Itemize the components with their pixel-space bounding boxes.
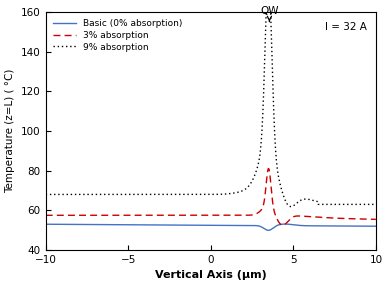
3% absorption [374,218,378,221]
3% absorption [266,167,271,170]
3% absorption [103,214,108,217]
9% absorption [374,203,378,206]
Basic (0% absorption) [283,223,288,226]
Text: I = 32 A: I = 32 A [325,22,367,32]
Basic (0% absorption) [43,223,48,226]
Text: QW: QW [260,6,279,21]
Basic (0% absorption) [241,224,246,227]
Basic (0% absorption) [103,223,108,226]
3% absorption [290,216,294,219]
3% absorption [258,209,263,212]
3% absorption [43,214,48,217]
9% absorption [264,10,268,14]
Line: 3% absorption: 3% absorption [46,168,376,225]
Basic (0% absorption) [374,225,378,228]
Y-axis label: Temperature (z=L) ( °C): Temperature (z=L) ( °C) [5,69,16,193]
Line: 9% absorption: 9% absorption [46,12,376,206]
Basic (0% absorption) [266,229,271,232]
9% absorption [241,188,246,192]
9% absorption [290,205,294,208]
Basic (0% absorption) [170,223,174,227]
9% absorption [170,193,174,196]
3% absorption [315,215,320,219]
Legend: Basic (0% absorption), 3% absorption, 9% absorption: Basic (0% absorption), 3% absorption, 9%… [50,16,185,55]
3% absorption [281,223,285,227]
9% absorption [103,193,108,196]
9% absorption [289,205,293,208]
9% absorption [258,148,263,152]
Basic (0% absorption) [290,223,294,226]
Line: Basic (0% absorption): Basic (0% absorption) [46,224,376,230]
Basic (0% absorption) [258,225,263,228]
3% absorption [170,214,174,217]
Basic (0% absorption) [315,224,320,228]
X-axis label: Vertical Axis (μm): Vertical Axis (μm) [155,271,267,281]
9% absorption [43,193,48,196]
9% absorption [315,200,320,203]
3% absorption [241,214,246,217]
